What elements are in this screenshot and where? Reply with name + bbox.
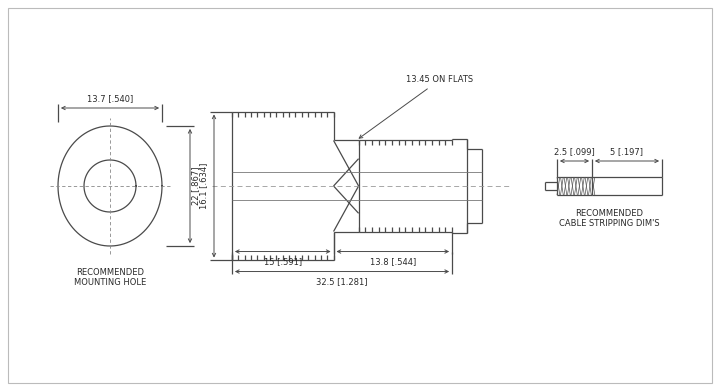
Text: 2.5 [.099]: 2.5 [.099] <box>554 147 595 156</box>
Text: 13.45 ON FLATS: 13.45 ON FLATS <box>359 75 473 138</box>
Text: 15 [.591]: 15 [.591] <box>264 257 302 266</box>
Text: 16.1 [.634]: 16.1 [.634] <box>199 163 209 209</box>
Text: 13.8 [.544]: 13.8 [.544] <box>369 257 416 266</box>
Text: RECOMMENDED
CABLE STRIPPING DIM'S: RECOMMENDED CABLE STRIPPING DIM'S <box>559 209 660 228</box>
Text: 5 [.197]: 5 [.197] <box>611 147 644 156</box>
Text: 22 [.867]: 22 [.867] <box>192 167 200 205</box>
Text: 32.5 [1.281]: 32.5 [1.281] <box>316 277 368 286</box>
Text: RECOMMENDED
MOUNTING HOLE: RECOMMENDED MOUNTING HOLE <box>74 268 146 287</box>
Text: 13.7 [.540]: 13.7 [.540] <box>87 95 133 104</box>
